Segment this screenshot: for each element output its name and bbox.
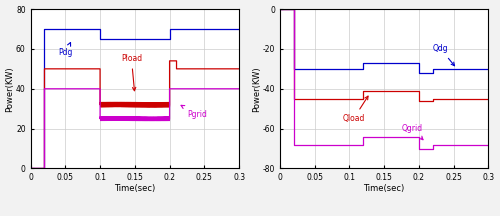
Text: Qdg: Qdg [433,44,454,66]
Text: Pdg: Pdg [58,43,72,57]
Y-axis label: Power(KW): Power(KW) [252,66,261,112]
Y-axis label: Power(KW): Power(KW) [6,66,15,112]
X-axis label: Time(sec): Time(sec) [364,184,405,193]
Text: Qload: Qload [342,96,368,123]
Text: Pload: Pload [121,54,142,91]
Text: Pgrid: Pgrid [181,105,207,119]
X-axis label: Time(sec): Time(sec) [114,184,156,193]
Text: Qgrid: Qgrid [402,124,423,140]
